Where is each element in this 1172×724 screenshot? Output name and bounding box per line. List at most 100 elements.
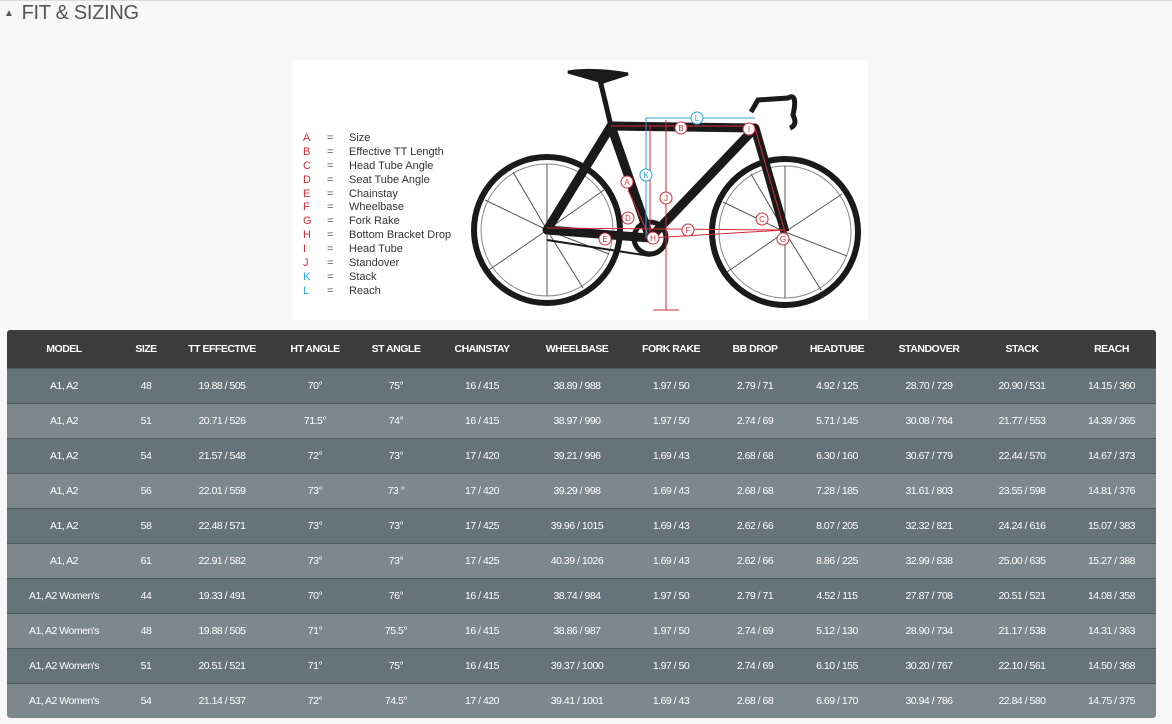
table-cell: 38.74 / 984: [529, 578, 625, 614]
table-cell: 73°: [357, 543, 435, 579]
table-cell: 2.74 / 69: [717, 613, 793, 649]
table-cell: 74.5°: [357, 683, 435, 718]
table-cell: 73°: [273, 543, 357, 579]
table-cell: 40.39 / 1026: [529, 543, 625, 579]
legend-row: G = Fork Rake: [303, 215, 451, 229]
table-cell: 17 / 425: [435, 508, 529, 544]
table-cell: 2.74 / 69: [717, 403, 793, 439]
table-cell: 15.27 / 388: [1067, 543, 1156, 579]
column-header: STANDOVER: [881, 330, 977, 369]
marker-letter: J: [664, 194, 668, 203]
table-row: A1, A2 56 22.01 / 559 73° 73 ° 17 / 420 39.29 …: [7, 473, 1156, 509]
table-cell: 22.48 / 571: [171, 508, 273, 544]
legend-row: C = Head Tube Angle: [303, 160, 451, 174]
table-cell: 44: [121, 578, 171, 614]
table-cell: 61: [121, 543, 171, 579]
table-cell: 39.37 / 1000: [529, 648, 625, 684]
table-cell: 73°: [273, 508, 357, 544]
bike-drawing: A B C D E F G H I J K L: [471, 68, 861, 311]
table-cell: 56: [121, 473, 171, 509]
table-cell: 14.31 / 363: [1067, 613, 1156, 649]
table-cell: 19.33 / 491: [171, 578, 273, 614]
table-cell: 2.79 / 71: [717, 368, 793, 404]
legend-equals: =: [327, 159, 334, 172]
table-cell: 8.07 / 205: [793, 508, 881, 544]
table-cell: A1, A2: [7, 543, 121, 579]
divider: [0, 0, 1172, 1]
table-cell: 51: [121, 648, 171, 684]
legend-row: F = Wheelbase: [303, 201, 451, 215]
table-cell: 25.00 / 635: [977, 543, 1067, 579]
legend-equals: =: [327, 201, 334, 214]
column-header: HT ANGLE: [273, 330, 357, 369]
sizing-table: MODEL SIZE TT EFFECTIVE HT ANGLE ST ANGLE CHA…: [7, 330, 1156, 718]
table-cell: 1.69 / 43: [625, 683, 717, 718]
legend-letter: H: [303, 229, 311, 242]
marker-letter: D: [625, 214, 631, 223]
legend-letter: L: [303, 284, 310, 297]
column-header: FORK RAKE: [625, 330, 717, 369]
section-header[interactable]: ▲ FIT & SIZING: [4, 0, 139, 26]
table-cell: 2.62 / 66: [717, 508, 793, 544]
table-row: A1, A2 Women's 44 19.33 / 491 70° 76° 16 / 41…: [7, 578, 1156, 614]
legend-letter: C: [303, 159, 311, 172]
legend-row: B = Effective TT Length: [303, 146, 451, 160]
table-cell: 71°: [273, 648, 357, 684]
legend-row: E = Chainstay: [303, 188, 451, 202]
table-cell: 75.5°: [357, 613, 435, 649]
legend-row: A = Size: [303, 132, 451, 146]
marker-circle: [639, 168, 653, 182]
table-cell: 20.51 / 521: [171, 648, 273, 684]
legend-equals: =: [327, 132, 334, 144]
table-cell: 16 / 415: [435, 403, 529, 439]
column-header: ST ANGLE: [357, 330, 435, 369]
marker-circle: [646, 231, 660, 245]
column-header: REACH: [1067, 330, 1156, 369]
table-cell: 28.70 / 729: [881, 368, 977, 404]
legend-equals: =: [327, 229, 334, 242]
table-cell: 75°: [357, 648, 435, 684]
marker-circle: [742, 122, 756, 136]
legend-label: Reach: [349, 284, 381, 297]
table-cell: 73°: [357, 438, 435, 474]
marker-letter: B: [678, 124, 683, 133]
table-cell: 70°: [273, 368, 357, 404]
legend-label: Fork Rake: [349, 215, 400, 228]
geometry-diagram: A = Size B = Effective TT Length C = Head Tube A…: [293, 60, 868, 320]
table-cell: 19.88 / 505: [171, 613, 273, 649]
rear-wheel: [471, 154, 623, 306]
table-cell: 14.39 / 365: [1067, 403, 1156, 439]
marker-letter: F: [686, 226, 691, 235]
table-cell: 20.51 / 521: [977, 578, 1067, 614]
table-cell: 39.96 / 1015: [529, 508, 625, 544]
legend-label: Seat Tube Angle: [349, 173, 430, 186]
table-cell: 4.52 / 115: [793, 578, 881, 614]
table-cell: 1.69 / 43: [625, 508, 717, 544]
legend-row: I = Head Tube: [303, 243, 451, 257]
marker-letter: K: [643, 171, 649, 180]
legend-row: L = Reach: [303, 285, 451, 299]
table-cell: 14.50 / 368: [1067, 648, 1156, 684]
legend-letter: F: [303, 201, 310, 214]
table-cell: 72°: [273, 683, 357, 718]
marker-letter: H: [650, 234, 656, 243]
legend-letter: J: [303, 257, 309, 270]
legend-equals: =: [327, 257, 334, 270]
table-cell: A1, A2: [7, 438, 121, 474]
table-cell: 16 / 415: [435, 578, 529, 614]
column-header: STACK: [977, 330, 1067, 369]
legend-equals: =: [327, 187, 334, 200]
marker-circle: [776, 232, 790, 246]
table-cell: 30.67 / 779: [881, 438, 977, 474]
table-cell: 73°: [357, 508, 435, 544]
table-cell: 1.97 / 50: [625, 368, 717, 404]
legend-label: Effective TT Length: [349, 145, 444, 158]
table-cell: 6.30 / 160: [793, 438, 881, 474]
table-cell: 21.57 / 548: [171, 438, 273, 474]
table-cell: 1.97 / 50: [625, 403, 717, 439]
table-cell: 14.08 / 358: [1067, 578, 1156, 614]
table-cell: 2.68 / 68: [717, 683, 793, 718]
column-header: CHAINSTAY: [435, 330, 529, 369]
column-header: SIZE: [121, 330, 171, 369]
table-cell: 2.68 / 68: [717, 438, 793, 474]
